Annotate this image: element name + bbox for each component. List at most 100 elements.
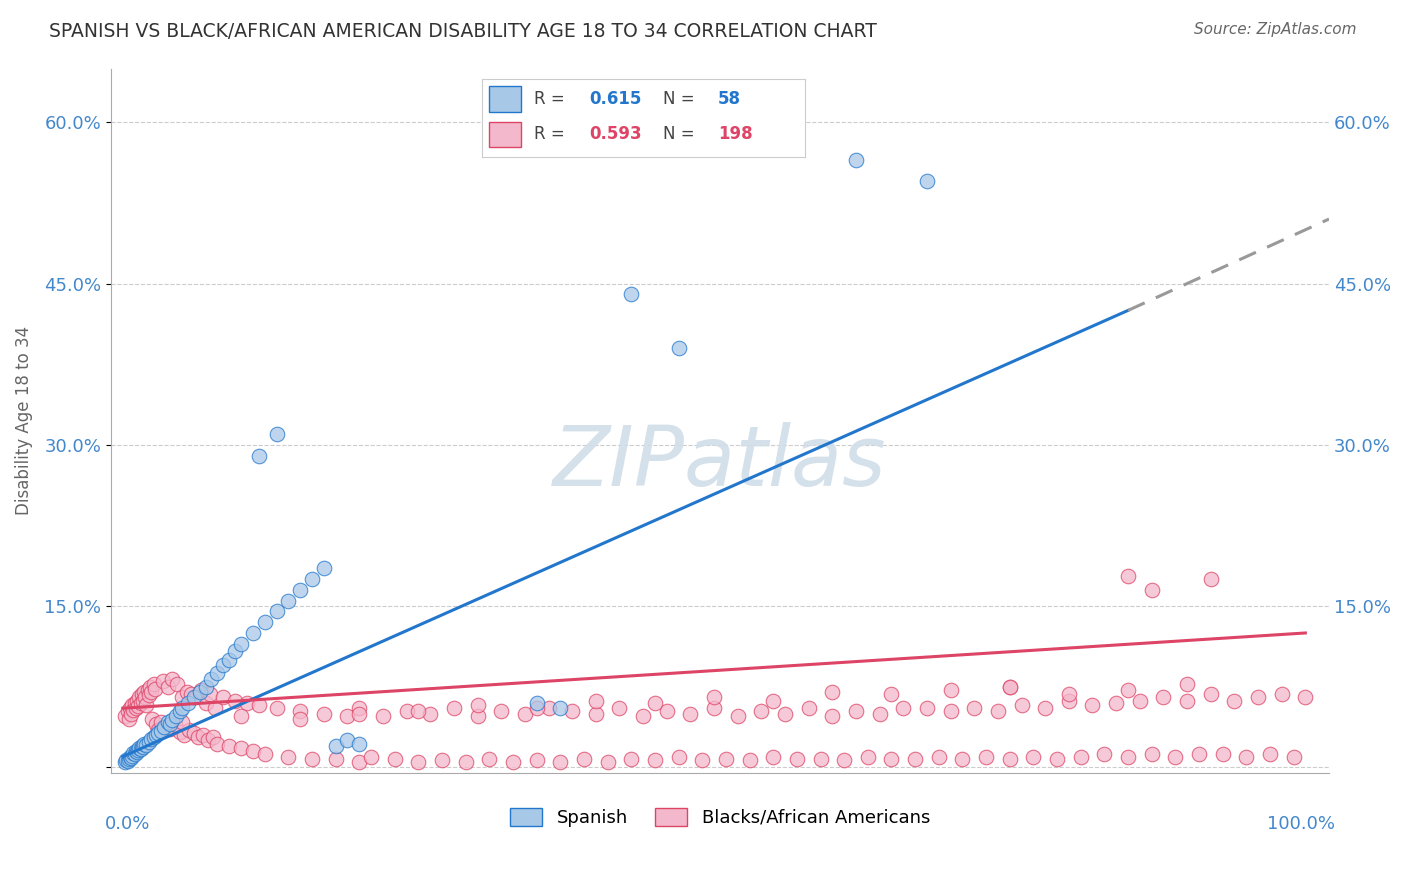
Text: SPANISH VS BLACK/AFRICAN AMERICAN DISABILITY AGE 18 TO 34 CORRELATION CHART: SPANISH VS BLACK/AFRICAN AMERICAN DISABI… xyxy=(49,22,877,41)
Point xyxy=(325,739,347,753)
Point xyxy=(1188,747,1211,762)
Point xyxy=(762,694,785,708)
Point xyxy=(114,755,136,769)
Point xyxy=(118,701,141,715)
Point xyxy=(1033,701,1056,715)
Point xyxy=(125,745,148,759)
Point xyxy=(526,696,548,710)
Point xyxy=(201,731,224,745)
Point xyxy=(148,723,170,737)
Point xyxy=(1175,694,1198,708)
Point xyxy=(644,753,666,767)
Text: 0.0%: 0.0% xyxy=(105,815,150,833)
Point xyxy=(1175,676,1198,690)
Point xyxy=(550,701,572,715)
Point xyxy=(170,701,193,715)
Point xyxy=(312,561,335,575)
Point xyxy=(526,753,548,767)
Point xyxy=(183,690,205,705)
Point xyxy=(963,701,986,715)
Point xyxy=(236,696,259,710)
Point xyxy=(162,713,184,727)
Point xyxy=(120,750,142,764)
Point xyxy=(1022,749,1045,764)
Point xyxy=(1258,747,1281,762)
Point xyxy=(115,753,138,767)
Point xyxy=(134,690,156,705)
Point xyxy=(1070,749,1092,764)
Point xyxy=(1234,749,1257,764)
Point xyxy=(489,705,512,719)
Point xyxy=(229,708,252,723)
Point xyxy=(349,737,371,751)
Point xyxy=(117,705,139,719)
Point xyxy=(132,694,155,708)
Point xyxy=(1011,698,1033,712)
Point xyxy=(277,593,299,607)
Point xyxy=(224,694,246,708)
Point xyxy=(443,701,465,715)
Point xyxy=(349,701,371,715)
Point xyxy=(212,690,235,705)
Point xyxy=(184,690,207,705)
Point xyxy=(609,701,631,715)
Point xyxy=(1116,749,1139,764)
Point xyxy=(1212,747,1234,762)
Point xyxy=(229,637,252,651)
Point xyxy=(1081,698,1104,712)
Point xyxy=(336,708,359,723)
Point xyxy=(467,708,489,723)
Point xyxy=(132,685,155,699)
Point xyxy=(122,747,145,761)
Point xyxy=(644,696,666,710)
Point xyxy=(998,752,1021,766)
Point xyxy=(1271,687,1294,701)
Point xyxy=(1116,682,1139,697)
Point xyxy=(336,733,359,747)
Point xyxy=(143,681,166,696)
Point xyxy=(138,734,160,748)
Point xyxy=(145,728,167,742)
Point xyxy=(939,682,962,697)
Point xyxy=(526,701,548,715)
Point xyxy=(1199,572,1222,586)
Point xyxy=(408,755,430,769)
Legend: Spanish, Blacks/African Americans: Spanish, Blacks/African Americans xyxy=(502,800,938,834)
Point xyxy=(939,705,962,719)
Point xyxy=(395,705,418,719)
Point xyxy=(218,739,240,753)
Point xyxy=(207,665,229,680)
Point xyxy=(845,705,868,719)
Point xyxy=(679,706,702,721)
Point xyxy=(1164,749,1187,764)
Point xyxy=(430,753,453,767)
Point xyxy=(148,726,170,740)
Point xyxy=(142,731,165,745)
Point xyxy=(125,744,148,758)
Point xyxy=(454,755,477,769)
Point xyxy=(266,701,288,715)
Point xyxy=(1057,687,1080,701)
Point xyxy=(121,748,143,763)
Point xyxy=(288,582,311,597)
Point xyxy=(139,680,162,694)
Point xyxy=(141,732,163,747)
Point xyxy=(856,749,879,764)
Point xyxy=(408,705,430,719)
Point xyxy=(127,699,149,714)
Point xyxy=(193,728,215,742)
Point xyxy=(163,717,186,731)
Point xyxy=(821,685,844,699)
Point xyxy=(169,725,191,739)
Point xyxy=(585,694,607,708)
Point xyxy=(190,682,212,697)
Point xyxy=(690,753,713,767)
Point xyxy=(384,752,406,766)
Point xyxy=(714,752,737,766)
Point xyxy=(170,715,193,730)
Point xyxy=(810,752,832,766)
Point xyxy=(127,743,149,757)
Point xyxy=(786,752,808,766)
Point xyxy=(987,705,1010,719)
Point xyxy=(149,715,172,730)
